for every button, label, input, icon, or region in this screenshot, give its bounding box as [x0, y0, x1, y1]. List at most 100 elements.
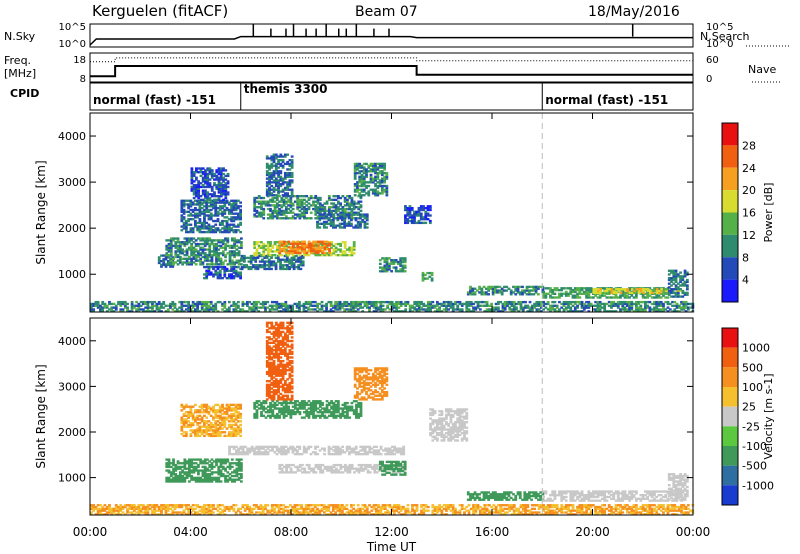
heatmap-cell [633, 291, 636, 295]
heatmap-cell [667, 289, 671, 293]
heatmap-cell [534, 285, 538, 289]
heatmap-cell [198, 230, 202, 234]
heatmap-cell [316, 511, 319, 514]
heatmap-cell [184, 199, 188, 202]
heatmap-cell [223, 229, 227, 232]
heatmap-cell [576, 287, 579, 290]
heatmap-cell [562, 292, 566, 295]
heatmap-cell [286, 184, 289, 188]
heatmap-cell [381, 513, 385, 516]
heatmap-cell [218, 223, 222, 226]
heatmap-cell [549, 304, 552, 307]
heatmap-cell [240, 267, 244, 271]
heatmap-cell [549, 509, 552, 512]
heatmap-cell [350, 246, 354, 249]
heatmap-cell [252, 504, 256, 507]
heatmap-cell [353, 168, 357, 171]
heatmap-cell [555, 505, 559, 509]
heatmap-cell [403, 270, 407, 273]
heatmap-cell [332, 209, 336, 213]
heatmap-cell [190, 257, 194, 260]
heatmap-cell [519, 302, 523, 306]
heatmap-cell [648, 294, 652, 297]
heatmap-cell [521, 289, 524, 292]
heatmap-cell [218, 269, 222, 272]
heatmap-cell [240, 254, 244, 258]
heatmap-cell [224, 259, 227, 262]
heatmap-cell [666, 296, 670, 299]
heatmap-cell [270, 173, 274, 177]
heatmap-cell [239, 218, 243, 221]
heatmap-cell [279, 258, 282, 261]
heatmap-cell [567, 509, 570, 512]
heatmap-cell [467, 300, 471, 304]
heatmap-cell [397, 504, 401, 507]
heatmap-cell [207, 271, 211, 274]
heatmap-cell [598, 302, 602, 306]
heatmap-cell [352, 504, 356, 507]
heatmap-cell [165, 252, 169, 255]
heatmap-cell [213, 191, 216, 194]
heatmap-cell [598, 507, 602, 511]
heatmap-cell [362, 184, 366, 188]
heatmap-cell [217, 180, 221, 183]
heatmap-cell [200, 507, 204, 511]
heatmap-cell [399, 513, 403, 516]
heatmap-cell [160, 306, 163, 309]
heatmap-cell [451, 509, 455, 512]
heatmap-cell [374, 170, 377, 173]
heatmap-cell [639, 308, 643, 311]
heatmap-cell [94, 304, 98, 307]
heatmap-cell [546, 509, 550, 512]
heatmap-cell [679, 278, 682, 282]
heatmap-cell [341, 209, 345, 213]
heatmap-cell [196, 216, 200, 219]
heatmap-cell [594, 294, 598, 297]
heatmap-cell [288, 168, 292, 171]
heatmap-cell [524, 304, 527, 307]
heatmap-cell [422, 308, 426, 311]
heatmap-cell [528, 300, 532, 304]
heatmap-cell [544, 287, 548, 290]
heatmap-cell [378, 259, 382, 262]
heatmap-cell [657, 287, 661, 290]
heatmap-cell [336, 209, 340, 213]
heatmap-cell [250, 511, 254, 514]
heatmap-cell [289, 198, 293, 202]
heatmap-cell [578, 290, 582, 294]
heatmap-cell [216, 218, 220, 221]
heatmap-cell [420, 511, 423, 514]
heatmap-cell [447, 302, 451, 306]
heatmap-cell [350, 304, 353, 307]
heatmap-cell [241, 300, 245, 304]
heatmap-cell [271, 209, 275, 213]
heatmap-cell [191, 203, 195, 206]
heatmap-cell [185, 261, 189, 264]
heatmap-cell [481, 507, 484, 511]
heatmap-cell [585, 300, 588, 304]
heatmap-cell [266, 504, 270, 507]
heatmap-cell [316, 246, 320, 249]
heatmap-cell [578, 302, 582, 306]
heatmap-cell [623, 300, 627, 304]
heatmap-cell [207, 208, 211, 212]
heatmap-cell [605, 310, 609, 313]
heatmap-cell [155, 304, 159, 307]
heatmap-cell [641, 308, 645, 311]
heatmap-cell [126, 509, 129, 512]
heatmap-cell [189, 203, 193, 206]
heatmap-cell [367, 170, 371, 173]
heatmap-cell [283, 171, 287, 175]
heatmap-cell [367, 164, 371, 167]
heatmap-cell [279, 310, 283, 313]
heatmap-cell [157, 310, 161, 313]
heatmap-cell [394, 260, 398, 264]
heatmap-cell [365, 186, 368, 190]
heatmap-cell [209, 208, 213, 212]
heatmap-cell [224, 187, 228, 190]
heatmap-cell [431, 304, 435, 307]
heatmap-cell [274, 170, 278, 173]
heatmap-cell [309, 308, 313, 311]
heatmap-cell [187, 302, 190, 306]
heatmap-cell [285, 264, 289, 267]
